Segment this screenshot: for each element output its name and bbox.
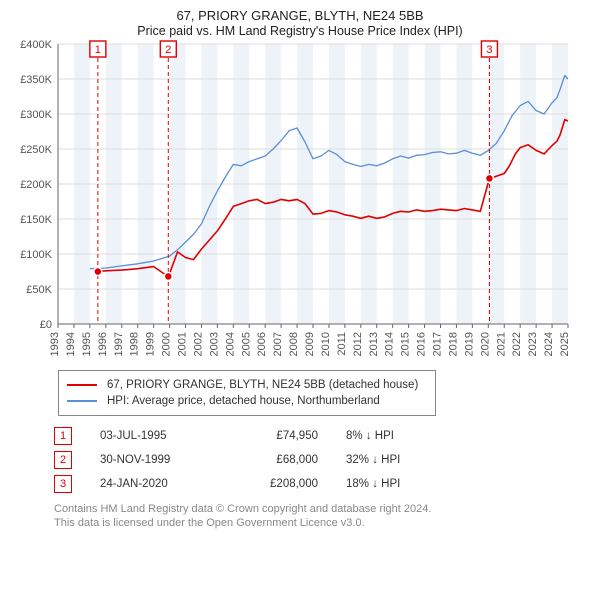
svg-text:2005: 2005 [240, 332, 252, 356]
event-date: 30-NOV-1999 [100, 454, 210, 466]
event-marker-icon: 3 [54, 475, 72, 493]
svg-text:£200K: £200K [20, 179, 52, 191]
event-row: 1 03-JUL-1995 £74,950 8% ↓ HPI [54, 424, 590, 448]
svg-text:1997: 1997 [113, 332, 125, 356]
svg-text:3: 3 [486, 44, 492, 56]
svg-text:1: 1 [95, 44, 101, 56]
svg-text:2007: 2007 [272, 332, 284, 356]
svg-text:2000: 2000 [161, 332, 173, 356]
svg-text:2011: 2011 [336, 332, 348, 356]
svg-text:2021: 2021 [495, 332, 507, 356]
svg-text:2010: 2010 [320, 332, 332, 356]
svg-text:2001: 2001 [177, 332, 189, 356]
svg-text:1995: 1995 [81, 332, 93, 356]
svg-text:£250K: £250K [20, 144, 52, 156]
svg-text:£100K: £100K [20, 249, 52, 261]
svg-text:2015: 2015 [400, 332, 412, 356]
svg-text:2025: 2025 [559, 332, 571, 356]
svg-text:2006: 2006 [256, 332, 268, 356]
footer-line: Contains HM Land Registry data © Crown c… [54, 502, 590, 516]
svg-text:1998: 1998 [129, 332, 141, 356]
event-hpi-diff: 18% ↓ HPI [346, 478, 446, 490]
svg-text:2017: 2017 [432, 332, 444, 356]
svg-text:2022: 2022 [511, 332, 523, 356]
svg-text:2003: 2003 [208, 332, 220, 356]
event-hpi-diff: 32% ↓ HPI [346, 454, 446, 466]
event-hpi-diff: 8% ↓ HPI [346, 430, 446, 442]
event-price: £208,000 [238, 478, 318, 490]
price-chart: £0 £50K £100K £150K £200K £250K £300K £350K £400… [10, 38, 590, 368]
legend: 67, PRIORY GRANGE, BLYTH, NE24 5BB (deta… [58, 370, 436, 416]
event-row: 2 30-NOV-1999 £68,000 32% ↓ HPI [54, 448, 590, 472]
event-price: £68,000 [238, 454, 318, 466]
svg-text:2018: 2018 [447, 332, 459, 356]
svg-text:2014: 2014 [384, 332, 396, 356]
legend-row: 67, PRIORY GRANGE, BLYTH, NE24 5BB (deta… [67, 377, 427, 393]
event-row: 3 24-JAN-2020 £208,000 18% ↓ HPI [54, 472, 590, 496]
footer: Contains HM Land Registry data © Crown c… [54, 502, 590, 531]
svg-text:2008: 2008 [288, 332, 300, 356]
svg-text:2002: 2002 [192, 332, 204, 356]
svg-text:2016: 2016 [416, 332, 428, 356]
event-date: 03-JUL-1995 [100, 430, 210, 442]
svg-text:£350K: £350K [20, 74, 52, 86]
event-marker-icon: 1 [54, 427, 72, 445]
chart-subtitle: Price paid vs. HM Land Registry's House … [10, 24, 590, 38]
svg-text:£150K: £150K [20, 214, 52, 226]
svg-text:2012: 2012 [352, 332, 364, 356]
svg-text:2: 2 [165, 44, 171, 56]
svg-text:2020: 2020 [479, 332, 491, 356]
footer-line: This data is licensed under the Open Gov… [54, 516, 590, 530]
event-date: 24-JAN-2020 [100, 478, 210, 490]
svg-text:£0: £0 [40, 319, 52, 331]
event-marker-icon: 2 [54, 451, 72, 469]
event-list: 1 03-JUL-1995 £74,950 8% ↓ HPI 2 30-NOV-1999 £… [54, 424, 590, 496]
svg-text:2009: 2009 [304, 332, 316, 356]
legend-label: 67, PRIORY GRANGE, BLYTH, NE24 5BB (deta… [107, 379, 418, 391]
svg-text:£300K: £300K [20, 109, 52, 121]
svg-text:1993: 1993 [49, 332, 61, 356]
legend-swatch-series-1 [67, 400, 97, 402]
svg-text:2019: 2019 [463, 332, 475, 356]
legend-label: HPI: Average price, detached house, Nort… [107, 395, 380, 407]
chart-title: 67, PRIORY GRANGE, BLYTH, NE24 5BB [10, 8, 590, 23]
svg-text:1996: 1996 [97, 332, 109, 356]
svg-text:1999: 1999 [145, 332, 157, 356]
svg-text:£50K: £50K [26, 284, 52, 296]
svg-text:2013: 2013 [368, 332, 380, 356]
svg-text:2024: 2024 [543, 332, 555, 356]
legend-row: HPI: Average price, detached house, Nort… [67, 393, 427, 409]
event-price: £74,950 [238, 430, 318, 442]
svg-text:2023: 2023 [527, 332, 539, 356]
legend-swatch-series-0 [67, 384, 97, 386]
svg-text:£400K: £400K [20, 39, 52, 51]
svg-text:1994: 1994 [65, 332, 77, 356]
svg-text:2004: 2004 [224, 332, 236, 356]
chart-card: 67, PRIORY GRANGE, BLYTH, NE24 5BB Price… [0, 0, 600, 590]
